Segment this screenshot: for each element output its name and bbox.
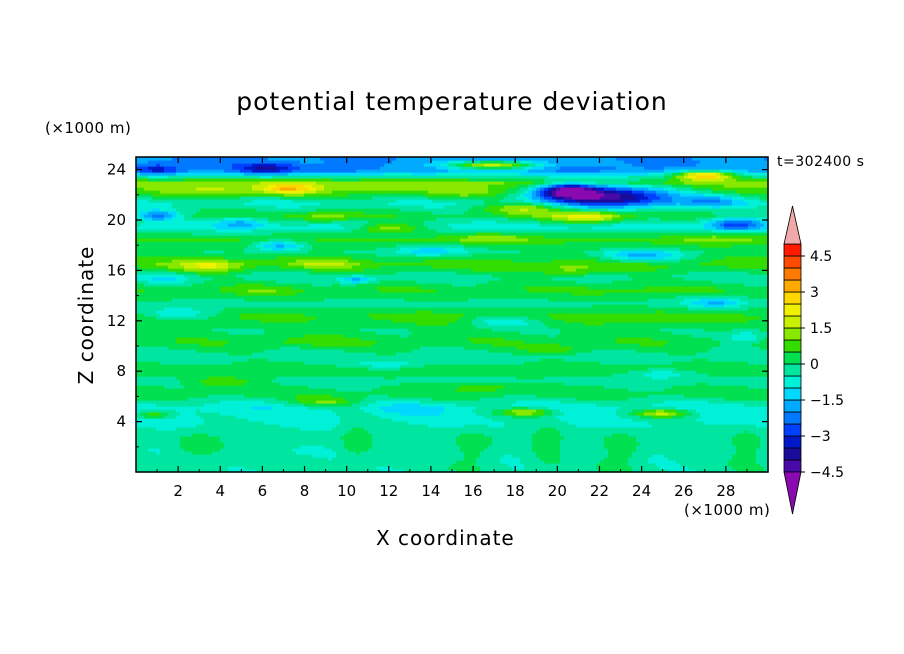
contour-field: [136, 157, 769, 473]
